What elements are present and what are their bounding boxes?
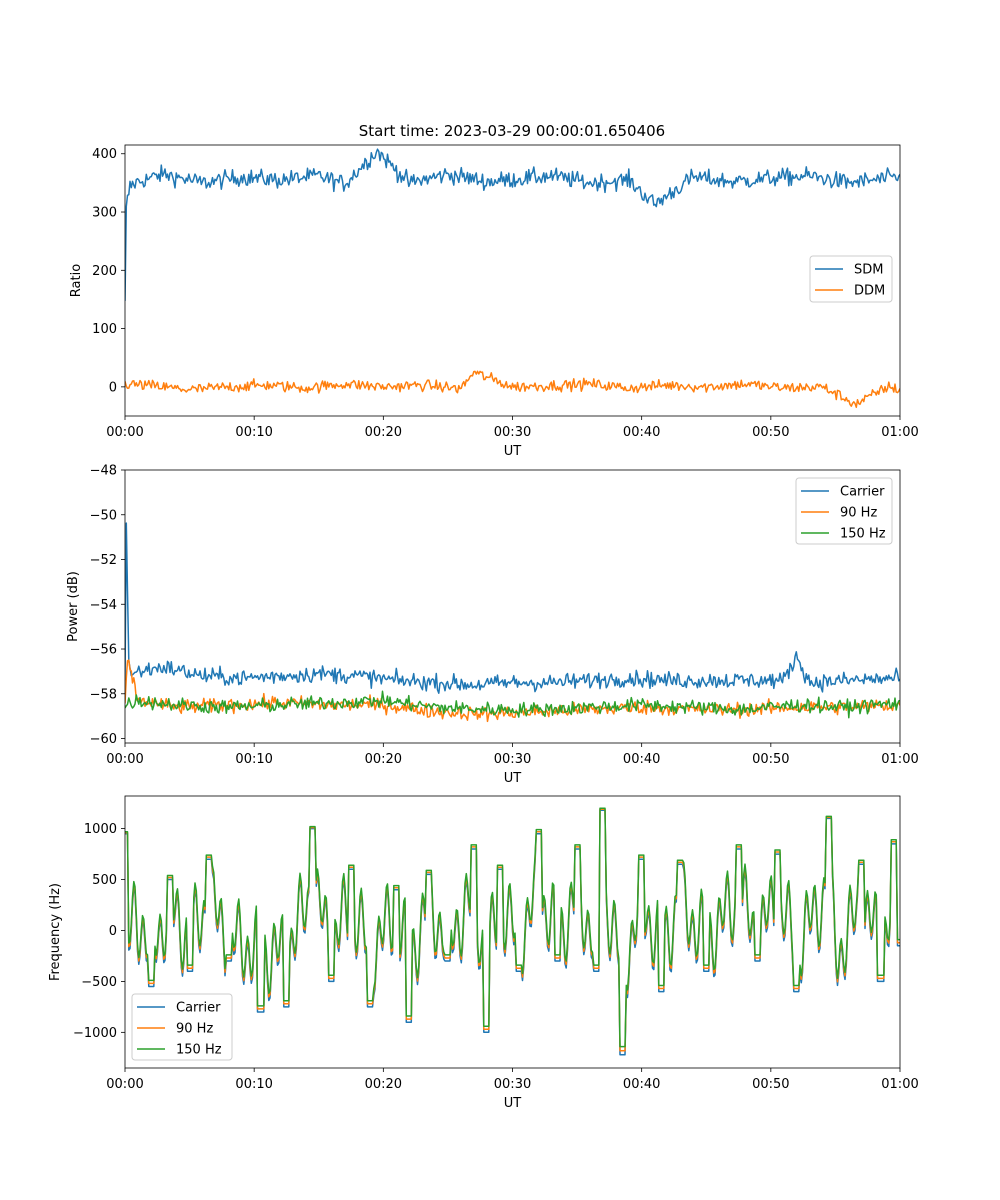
series-line-sdm bbox=[125, 148, 900, 301]
y-tick-label: −60 bbox=[90, 732, 117, 747]
y-tick-label: 300 bbox=[92, 206, 117, 221]
x-tick-label: 00:40 bbox=[623, 752, 660, 767]
x-tick-label: 00:00 bbox=[106, 425, 143, 440]
x-axis-label: UT bbox=[504, 771, 522, 786]
x-tick-label: 00:10 bbox=[235, 752, 272, 767]
legend-label: 150 Hz bbox=[176, 1043, 222, 1058]
x-tick-label: 00:50 bbox=[752, 752, 789, 767]
y-axis-label: Frequency (Hz) bbox=[48, 883, 63, 981]
series-line-90-hz bbox=[125, 659, 900, 723]
x-tick-label: 00:20 bbox=[365, 425, 402, 440]
y-tick-label: 200 bbox=[92, 264, 117, 279]
legend-box bbox=[131, 993, 233, 1061]
y-tick-label: 100 bbox=[92, 322, 117, 337]
x-tick-label: 00:50 bbox=[752, 425, 789, 440]
y-tick-label: 1000 bbox=[84, 822, 117, 837]
x-tick-label: 01:00 bbox=[881, 1077, 918, 1092]
y-tick-label: −50 bbox=[90, 508, 117, 523]
x-tick-label: 01:00 bbox=[881, 752, 918, 767]
x-axis-label: UT bbox=[504, 444, 522, 459]
series-line-carrier bbox=[125, 522, 900, 694]
y-axis-label: Power (dB) bbox=[66, 571, 81, 642]
x-tick-label: 00:00 bbox=[106, 1077, 143, 1092]
x-tick-label: 01:00 bbox=[881, 425, 918, 440]
x-tick-label: 00:20 bbox=[365, 1077, 402, 1092]
y-axis-label: Ratio bbox=[69, 264, 84, 297]
x-tick-label: 00:30 bbox=[494, 752, 531, 767]
legend-label: 90 Hz bbox=[840, 506, 877, 521]
legend-label: DDM bbox=[854, 284, 885, 299]
chart-panel-1: 00:00 00:10 00:20 00:30 00:40 00:50 01:00 UT 0 10… bbox=[69, 144, 919, 459]
y-tick-label: 500 bbox=[92, 873, 117, 888]
series-line-150-hz bbox=[125, 807, 900, 1048]
figure-title: Start time: 2023-03-29 00:00:01.650406 bbox=[359, 122, 665, 140]
legend: SDM DDM bbox=[809, 255, 893, 303]
legend-label: SDM bbox=[854, 263, 883, 278]
chart-panel-2: 00:00 00:10 00:20 00:30 00:40 00:50 01:00 UT −60… bbox=[66, 464, 919, 787]
x-tick-label: 00:00 bbox=[106, 752, 143, 767]
series-group bbox=[125, 522, 900, 723]
x-tick-label: 00:20 bbox=[365, 752, 402, 767]
legend: Carrier 90 Hz 150 Hz bbox=[131, 993, 233, 1061]
y-tick-label: −48 bbox=[90, 464, 117, 479]
legend-label: Carrier bbox=[176, 1001, 221, 1016]
series-group bbox=[125, 807, 900, 1056]
series-line-ddm bbox=[125, 370, 900, 409]
legend-box bbox=[795, 477, 893, 545]
y-tick-label: 0 bbox=[109, 924, 117, 939]
legend-label: 150 Hz bbox=[840, 527, 886, 542]
chart-panel-3: 00:00 00:10 00:20 00:30 00:40 00:50 01:00 UT −10… bbox=[48, 795, 919, 1111]
y-tick-label: −56 bbox=[90, 643, 117, 658]
y-tick-label: −1000 bbox=[73, 1026, 117, 1041]
x-tick-label: 00:10 bbox=[235, 425, 272, 440]
y-tick-label: −500 bbox=[81, 975, 117, 990]
y-tick-label: 0 bbox=[109, 380, 117, 395]
x-tick-label: 00:10 bbox=[235, 1077, 272, 1092]
legend: Carrier 90 Hz 150 Hz bbox=[795, 477, 893, 545]
legend-label: Carrier bbox=[840, 485, 885, 500]
x-tick-label: 00:30 bbox=[494, 425, 531, 440]
x-tick-label: 00:40 bbox=[623, 425, 660, 440]
legend-label: 90 Hz bbox=[176, 1022, 213, 1037]
series-group bbox=[125, 148, 900, 409]
y-tick-label: 400 bbox=[92, 147, 117, 162]
y-tick-label: −58 bbox=[90, 687, 117, 702]
y-tick-label: −52 bbox=[90, 553, 117, 568]
x-tick-label: 00:30 bbox=[494, 1077, 531, 1092]
x-tick-label: 00:50 bbox=[752, 1077, 789, 1092]
y-tick-label: −54 bbox=[90, 598, 117, 613]
series-line-150-hz bbox=[125, 690, 900, 719]
x-axis-label: UT bbox=[504, 1096, 522, 1111]
x-tick-label: 00:40 bbox=[623, 1077, 660, 1092]
